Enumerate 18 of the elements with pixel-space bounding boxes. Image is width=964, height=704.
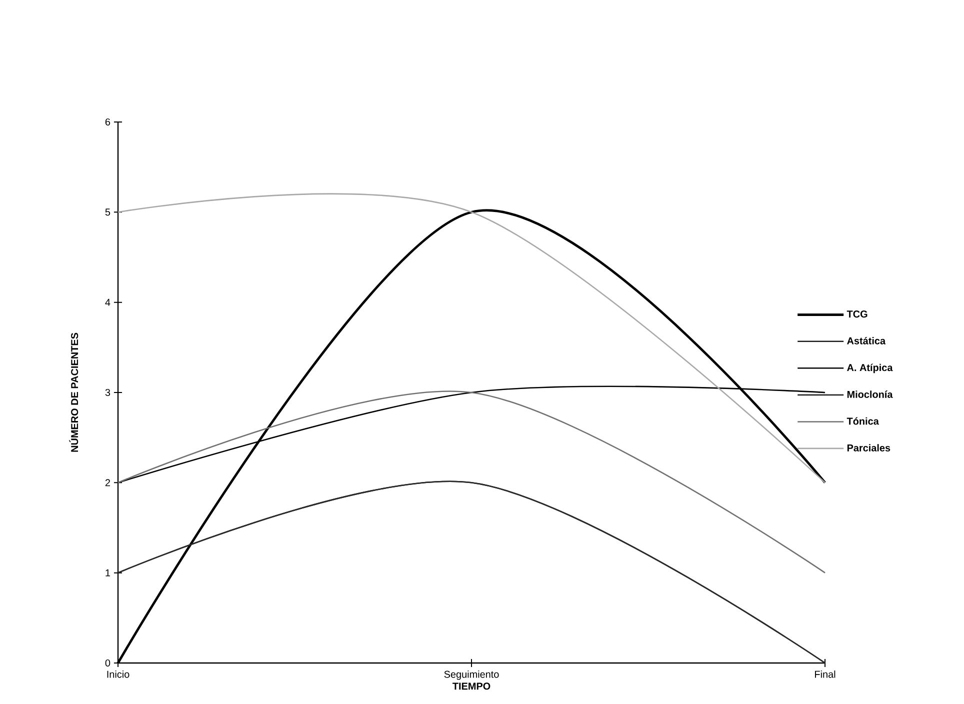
legend-label: Mioclonía xyxy=(847,390,893,398)
x-axis-title: TIEMPO xyxy=(452,682,490,690)
y-axis-title: NÚMERO DE PACIENTES xyxy=(69,332,78,452)
legend-label: Tónica xyxy=(846,417,879,425)
x-tick-label: Final xyxy=(815,670,836,678)
y-tick-label: 0 xyxy=(105,659,110,667)
y-tick-label: 1 xyxy=(106,569,110,576)
y-tick-label: 5 xyxy=(105,208,110,216)
y-tick-label: 3 xyxy=(105,388,110,396)
x-tick-label: Inicio xyxy=(107,670,130,678)
y-tick-label: 6 xyxy=(105,118,110,126)
legend-label: A. Atípica xyxy=(847,364,893,374)
legend-label: TCG xyxy=(846,310,868,318)
legend-label: Parciales xyxy=(847,444,890,452)
x-tick-label: Seguimiento xyxy=(444,670,499,680)
y-tick-label: 2 xyxy=(105,479,110,486)
y-tick-label: 4 xyxy=(105,298,110,306)
legend-label: Astática xyxy=(847,336,886,344)
